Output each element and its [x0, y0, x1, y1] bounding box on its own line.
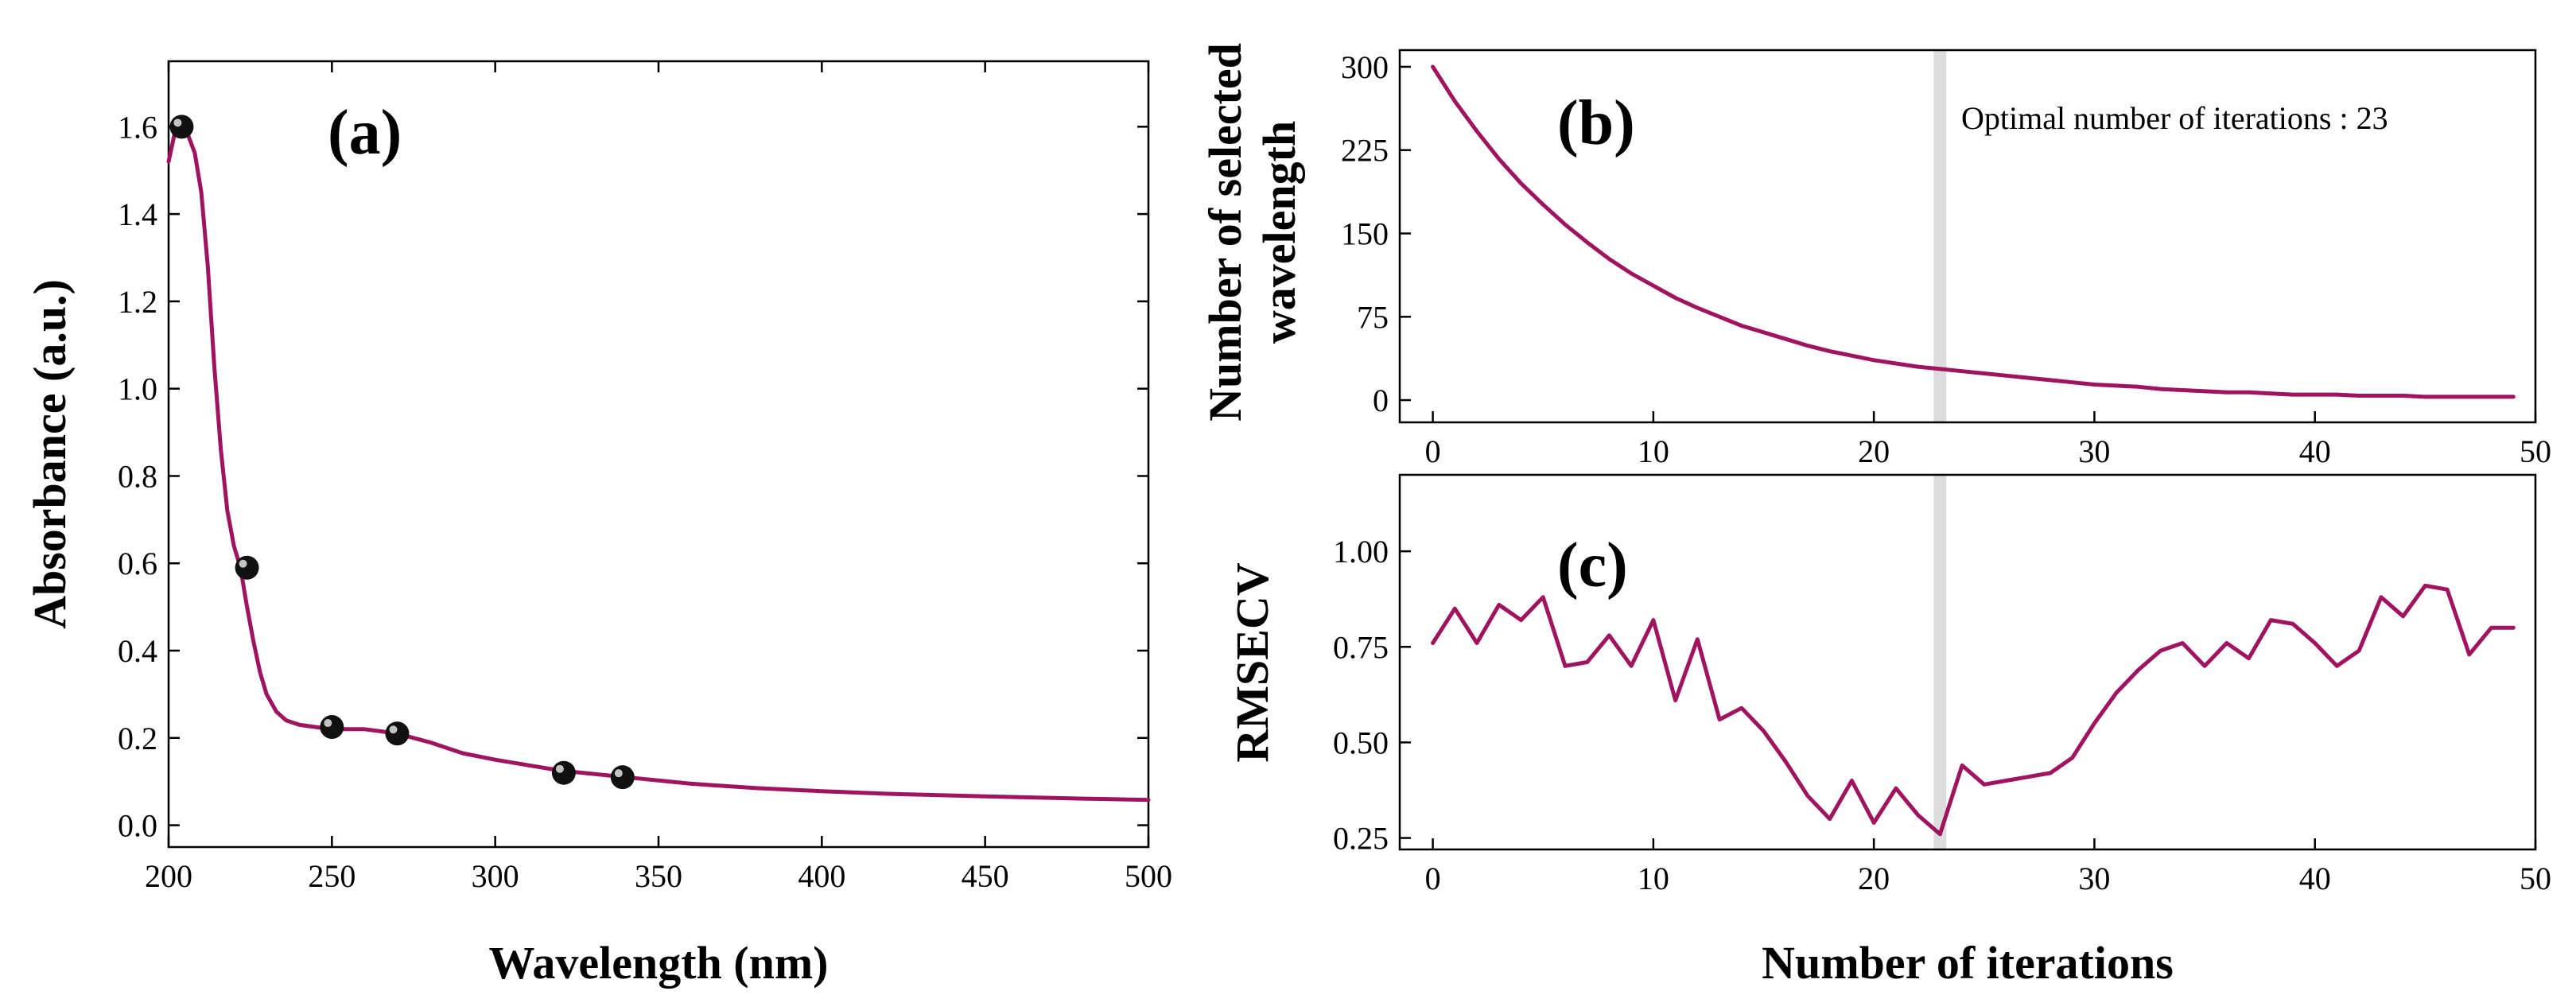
- selected-wavelength-marker: [385, 721, 409, 745]
- panel-label-a: (a): [328, 98, 402, 168]
- y-tick-label-a: 1.0: [118, 371, 157, 407]
- y-tick-label-b: 300: [1341, 49, 1389, 85]
- x-tick-label-c: 0: [1425, 861, 1441, 896]
- axis-ticks-a: 200 250 300 350 400 450 500 0.0 0.2 0.4 0.6 0.8 1.0 1…: [118, 61, 1172, 894]
- x-tick-label-b: 50: [2520, 433, 2551, 469]
- marker-shine: [615, 769, 623, 777]
- y-axis-title-c: RMSECV: [1226, 562, 1278, 762]
- x-tick-label-c: 20: [1858, 861, 1890, 896]
- y-tick-label-b: 225: [1341, 133, 1389, 169]
- marker-shine: [239, 560, 247, 568]
- selected-wavelength-marker: [235, 556, 259, 580]
- series-line-c-0: [1433, 585, 2514, 834]
- rmsecv-chart: 0 10 20 30 40 50 0.25 0.50 0.75 1.00 (c) Number o…: [1226, 475, 2551, 989]
- y-axis-title-b-line1: Number of selected: [1199, 43, 1251, 422]
- y-tick-label-b: 0: [1373, 383, 1389, 418]
- y-tick-label-a: 0.2: [118, 721, 157, 756]
- optimal-iteration-band-b: [1933, 50, 1946, 422]
- y-tick-label-b: 150: [1341, 216, 1389, 252]
- y-tick-label-a: 0.0: [118, 808, 157, 844]
- x-axis-title-c: Number of iterations: [1762, 937, 2174, 989]
- optimal-iterations-annotation: Optimal number of iterations : 23: [1961, 100, 2388, 136]
- x-tick-label-a: 250: [308, 858, 356, 894]
- x-tick-label-a: 300: [472, 858, 519, 894]
- marker-shine: [556, 765, 564, 773]
- x-axis-title-a: Wavelength (nm): [489, 937, 829, 989]
- marker-dot: [235, 556, 259, 580]
- optimal-iteration-band-c: [1933, 475, 1946, 849]
- y-tick-label-c: 0.75: [1333, 629, 1389, 665]
- y-tick-label-c: 1.00: [1333, 534, 1389, 569]
- x-tick-label-c: 30: [2078, 861, 2110, 896]
- y-tick-label-a: 1.4: [118, 196, 157, 232]
- x-tick-label-b: 30: [2078, 433, 2110, 469]
- absorbance-chart: 200 250 300 350 400 450 500 0.0 0.2 0.4 0.6 0.8 1.0 1…: [24, 61, 1172, 989]
- marker-shine: [389, 725, 397, 733]
- x-tick-label-a: 400: [798, 858, 845, 894]
- marker-dot: [385, 721, 409, 745]
- x-tick-label-b: 20: [1858, 433, 1890, 469]
- marker-dot: [552, 761, 576, 785]
- selected-wavelength-marker: [611, 765, 635, 789]
- x-tick-label-b: 10: [1638, 433, 1669, 469]
- x-tick-label-a: 200: [145, 858, 192, 894]
- marker-dot: [169, 115, 193, 138]
- marker-dot: [320, 715, 344, 739]
- x-tick-label-b: 40: [2299, 433, 2331, 469]
- selected-wavelength-marker: [169, 115, 193, 138]
- y-tick-label-a: 0.6: [118, 546, 157, 581]
- x-tick-label-a: 500: [1125, 858, 1172, 894]
- x-tick-label-c: 50: [2520, 861, 2551, 896]
- y-tick-label-a: 1.6: [118, 109, 157, 145]
- marker-shine: [324, 719, 332, 727]
- marker-dot: [611, 765, 635, 789]
- x-tick-label-a: 350: [635, 858, 682, 894]
- y-tick-label-b: 75: [1357, 299, 1389, 335]
- x-tick-label-a: 450: [962, 858, 1009, 894]
- y-axis-title-a: Absorbance (a.u.): [24, 279, 76, 629]
- selected-wavelength-marker: [552, 761, 576, 785]
- x-tick-label-b: 0: [1425, 433, 1441, 469]
- y-axis-title-b-line2: wavelength: [1253, 121, 1305, 344]
- figure-canvas: 200 250 300 350 400 450 5000.00.20.40.60.81.01…: [0, 0, 2576, 995]
- plot-frame-a: [169, 61, 1148, 847]
- y-tick-label-a: 0.8: [118, 458, 157, 494]
- panel-label-c: (c): [1557, 531, 1628, 600]
- selected-wavelength-marker: [320, 715, 344, 739]
- y-tick-label-a: 1.2: [118, 284, 157, 320]
- panel-label-b: (b): [1557, 88, 1635, 158]
- y-tick-label-c: 0.25: [1333, 821, 1389, 857]
- series-line-a-0: [169, 126, 1148, 799]
- y-tick-label-a: 0.4: [118, 633, 157, 669]
- x-tick-label-c: 40: [2299, 861, 2331, 896]
- selected-wavelength-chart: 0 10 20 30 40 50 0 75 150 225 300 (b) Optimal numb…: [1199, 43, 2551, 469]
- x-tick-label-c: 10: [1638, 861, 1669, 896]
- marker-shine: [173, 119, 181, 126]
- y-tick-label-c: 0.50: [1333, 725, 1389, 760]
